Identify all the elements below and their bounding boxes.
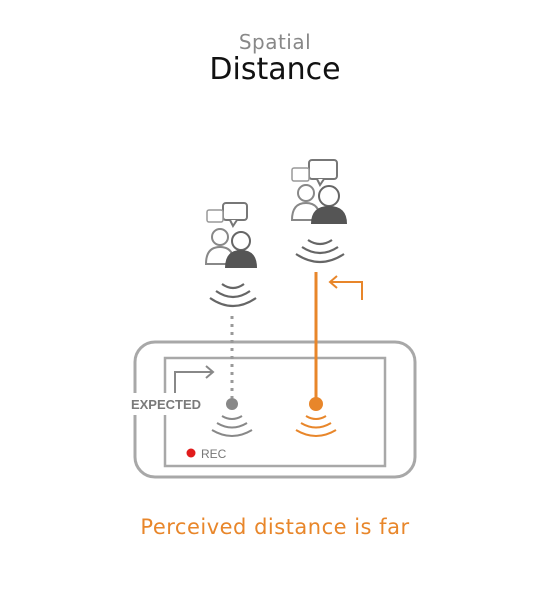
page-title: Distance (209, 52, 341, 87)
page-subtitle: Spatial (238, 30, 312, 54)
sound-wave-icon-perceived-top (295, 239, 345, 264)
expected-label: EXPECTED (131, 397, 201, 412)
perceived-source-dot (309, 397, 323, 411)
rec-label: REC (201, 447, 227, 461)
perceived-arrow-icon (328, 275, 363, 300)
expected-arrow-icon (174, 365, 215, 395)
people-chat-icon-expected (204, 202, 257, 268)
people-chat-icon-perceived (290, 159, 347, 224)
sound-wave-icon-perceived-source (295, 415, 337, 437)
sound-wave-icon-expected-source (211, 415, 253, 437)
expected-source-dot (226, 398, 238, 410)
caption: Perceived distance is far (140, 515, 410, 539)
expected-label-bg (133, 393, 199, 415)
rec-dot-icon (186, 448, 196, 458)
sound-wave-icon-expected-top (209, 283, 257, 308)
